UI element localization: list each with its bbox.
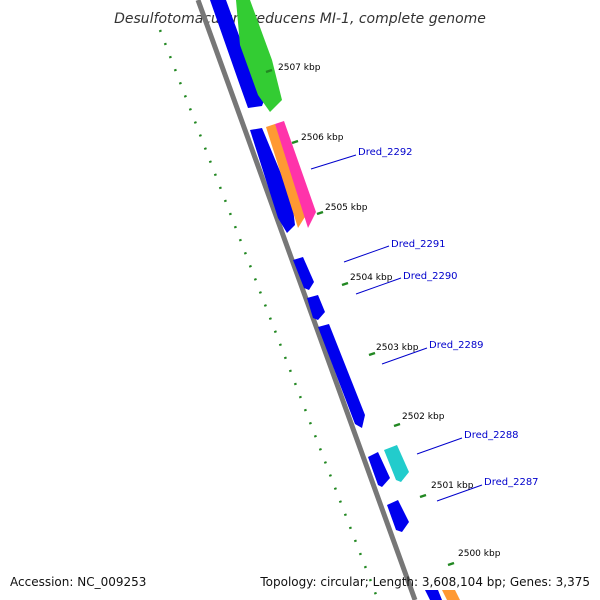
cds-feature[interactable] — [368, 452, 390, 487]
gene-label-dred-2292[interactable]: Dred_2292 — [358, 147, 413, 158]
gene-label-dred-2289[interactable]: Dred_2289 — [429, 340, 484, 351]
tick-label: 2504 kbp — [350, 273, 393, 283]
tick-label: 2500 kbp — [458, 549, 501, 559]
genome-title: Desulfotomaculum reducens MI-1, complete… — [114, 11, 486, 27]
gene-leader-lines — [310, 154, 483, 502]
cyan-feature-block[interactable] — [384, 445, 409, 482]
cds-feature[interactable] — [425, 590, 442, 600]
tick-label: 2506 kbp — [301, 133, 344, 143]
gene-label-dred-2288[interactable]: Dred_2288 — [464, 430, 519, 441]
tick-label: 2505 kbp — [325, 203, 368, 213]
gc-skew-track — [158, 29, 380, 600]
cds-feature[interactable] — [210, 0, 265, 108]
tick-label: 2501 kbp — [431, 481, 474, 491]
orange-feature-block[interactable] — [442, 590, 460, 600]
cds-feature[interactable] — [307, 295, 325, 320]
tick-label: 2503 kbp — [376, 343, 419, 353]
cds-feature[interactable] — [387, 500, 409, 532]
orange-feature-block[interactable] — [266, 124, 308, 228]
gene-label-dred-2291[interactable]: Dred_2291 — [391, 239, 446, 250]
gene-label-dred-2290[interactable]: Dred_2290 — [403, 271, 458, 282]
green-feature-block[interactable] — [236, 0, 282, 112]
tick-label: 2502 kbp — [402, 412, 445, 422]
genome-backbone — [195, 0, 418, 600]
pink-feature-block[interactable] — [275, 121, 316, 228]
gene-label-dred-2287[interactable]: Dred_2287 — [484, 477, 539, 488]
accession-text: Accession: NC_009253 — [10, 575, 147, 589]
cds-feature[interactable] — [293, 257, 314, 290]
tick-label: 2507 kbp — [278, 63, 321, 73]
genome-summary-text: Topology: circular; Length: 3,608,104 bp… — [260, 575, 590, 589]
cds-feature[interactable] — [318, 324, 365, 428]
cds-feature[interactable] — [250, 128, 295, 233]
tick-marks — [265, 68, 455, 567]
